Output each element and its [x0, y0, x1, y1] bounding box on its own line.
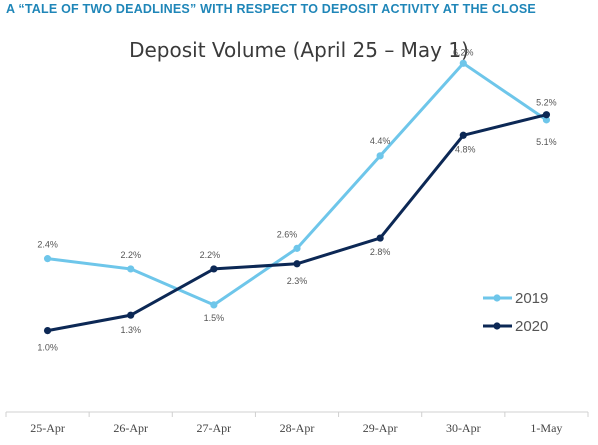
- chart-title: Deposit Volume (April 25 – May 1): [129, 38, 469, 62]
- data-label-2020: 1.3%: [120, 325, 141, 335]
- x-tick-label: 30-Apr: [446, 421, 481, 435]
- series-line-2019: [47, 61, 548, 307]
- data-point-2020: [376, 234, 384, 242]
- x-axis: 25-Apr 26-Apr 27-Apr 28-Apr 29-Apr 30-Apr 1-Ma…: [5, 411, 589, 435]
- x-tick-label: 1-May: [530, 421, 562, 435]
- data-point-2019: [43, 255, 52, 263]
- data-label-2019: 4.4%: [370, 136, 391, 146]
- data-label-2019: 2.6%: [277, 229, 298, 239]
- data-label-2019: 2.2%: [120, 250, 141, 260]
- series-lines: [43, 59, 551, 335]
- data-label-2020: 2.3%: [287, 276, 308, 286]
- data-label-2019: 2.4%: [37, 240, 58, 250]
- data-label-2020: 1.0%: [37, 343, 58, 353]
- x-tick-label: 28-Apr: [280, 421, 315, 435]
- data-label-2020: 5.2%: [536, 98, 557, 108]
- data-point-2020: [542, 111, 551, 119]
- slide-headline: A “TALE OF TWO DEADLINES” WITH RESPECT T…: [6, 2, 536, 16]
- data-point-2020: [210, 265, 218, 273]
- data-point-2019: [127, 265, 135, 273]
- data-point-2020: [43, 327, 52, 335]
- data-point-2020: [127, 311, 135, 319]
- data-point-2020: [293, 260, 301, 268]
- data-point-2020: [459, 131, 467, 139]
- data-label-2019: 1.5%: [204, 313, 225, 323]
- legend-marker-2020: [493, 322, 501, 330]
- data-point-2019: [376, 152, 384, 160]
- data-label-2020: 4.8%: [455, 144, 476, 154]
- data-label-2019: 6.2%: [453, 47, 474, 57]
- data-point-2019: [542, 116, 551, 124]
- x-tick-label: 26-Apr: [113, 421, 148, 435]
- data-label-2020: 2.8%: [370, 247, 391, 257]
- data-point-2019: [210, 301, 218, 309]
- data-label-2020: 2.2%: [200, 250, 221, 260]
- data-point-2019: [293, 244, 301, 252]
- legend: 2019 2020: [483, 290, 548, 335]
- legend-marker-2019: [493, 294, 501, 302]
- data-point-2019: [459, 59, 467, 67]
- legend-label-2020: 2020: [515, 318, 548, 335]
- legend-label-2019: 2019: [515, 290, 548, 307]
- x-tick-label: 25-Apr: [30, 421, 65, 435]
- x-tick-label: 27-Apr: [197, 421, 232, 435]
- x-tick-label: 29-Apr: [363, 421, 398, 435]
- data-label-2019: 5.1%: [536, 137, 557, 147]
- data-labels: 2.4% 2.2% 1.5% 2.6% 4.4% 6.2% 5.1% 1.0% 1.3% 2.2%…: [37, 47, 556, 352]
